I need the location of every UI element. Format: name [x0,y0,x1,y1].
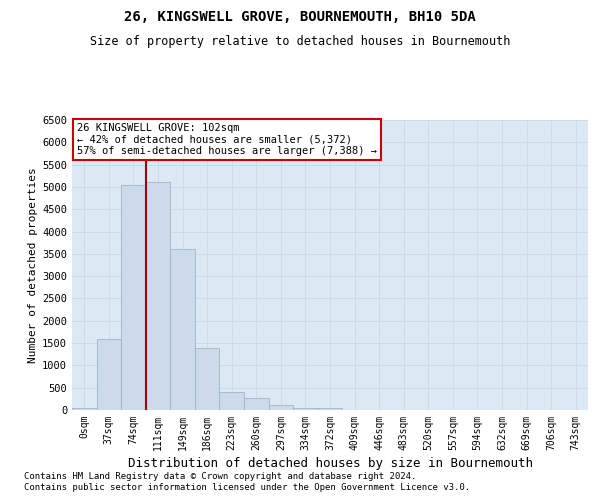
Text: 26, KINGSWELL GROVE, BOURNEMOUTH, BH10 5DA: 26, KINGSWELL GROVE, BOURNEMOUTH, BH10 5… [124,10,476,24]
Text: Size of property relative to detached houses in Bournemouth: Size of property relative to detached ho… [90,35,510,48]
Bar [97,338,121,410]
Text: 26 KINGSWELL GROVE: 102sqm
← 42% of detached houses are smaller (5,372)
57% of s: 26 KINGSWELL GROVE: 102sqm ← 42% of deta… [77,123,377,156]
Bar [146,182,170,410]
Y-axis label: Number of detached properties: Number of detached properties [28,167,38,363]
Bar [293,408,318,410]
Text: Contains HM Land Registry data © Crown copyright and database right 2024.: Contains HM Land Registry data © Crown c… [24,472,416,481]
Bar [121,184,146,410]
Bar [195,348,220,410]
Bar [170,250,195,410]
Bar [244,398,269,410]
Bar [220,392,244,410]
Text: Distribution of detached houses by size in Bournemouth: Distribution of detached houses by size … [128,458,533,470]
Bar [72,408,97,410]
Text: Contains public sector information licensed under the Open Government Licence v3: Contains public sector information licen… [24,484,470,492]
Bar [269,404,293,410]
Bar [318,408,342,410]
